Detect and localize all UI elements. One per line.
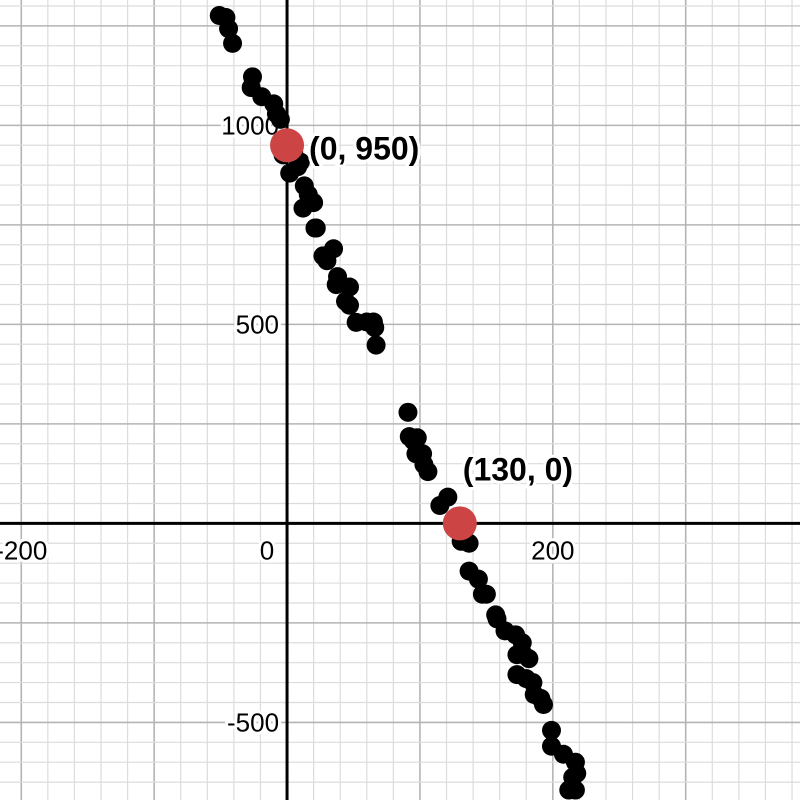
data-point: [317, 251, 337, 271]
data-point: [223, 33, 243, 53]
data-point: [365, 318, 385, 338]
y-tick-label: 500: [236, 309, 279, 339]
data-point: [340, 295, 360, 315]
data-point: [430, 495, 450, 515]
x-tick-label: -200: [0, 535, 47, 565]
data-point: [468, 569, 488, 589]
data-point: [534, 694, 554, 714]
data-point: [219, 19, 239, 39]
data-point: [398, 402, 418, 422]
highlight-points: (0, 950) (130, 0): [270, 127, 576, 541]
data-point: [476, 584, 496, 604]
data-point: [293, 198, 313, 218]
data-point: [366, 335, 386, 355]
highlight-point: [442, 506, 477, 541]
x-tick-label: 0: [260, 535, 274, 565]
data-point: [565, 780, 585, 800]
data-point: [418, 462, 438, 482]
data-point: [340, 277, 360, 297]
data-point: [305, 218, 325, 238]
data-point: [280, 163, 300, 183]
y-tick-label: -500: [227, 707, 279, 737]
data-point: [541, 720, 561, 740]
highlight-point: [270, 128, 305, 163]
highlight-label: (130, 0): [463, 451, 573, 487]
x-tick-label: 200: [531, 535, 574, 565]
highlight-label: (0, 950): [309, 130, 419, 166]
data-point: [270, 109, 290, 129]
data-point: [519, 649, 539, 669]
